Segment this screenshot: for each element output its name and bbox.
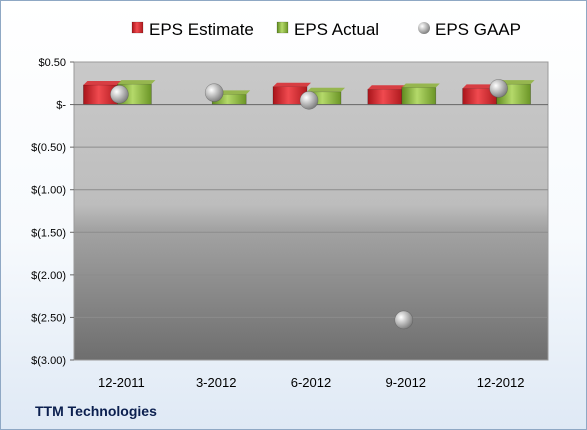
- gaap-point: [299, 91, 319, 110]
- gaap-point: [489, 79, 508, 98]
- x-axis-labels: 12-2011 3-2012 6-2012 9-2012 12-2012: [98, 375, 524, 390]
- gaap-point: [204, 83, 224, 102]
- y-axis-ticks: $0.50 $- $(0.50) $(1.00) $(1.50) $(2.00) $(2.5…: [31, 57, 74, 367]
- gaap-points: [110, 79, 508, 330]
- gaap-point: [394, 310, 414, 330]
- y-tick-label: $0.50: [38, 57, 66, 69]
- y-tick-label: $(2.50): [31, 312, 66, 324]
- legend-item: EPS GAAP: [418, 20, 521, 39]
- legend-swatch: [276, 21, 289, 34]
- gridlines: [74, 146, 548, 318]
- y-tick-label: $(2.00): [31, 270, 66, 282]
- y-tick-label: $(3.00): [31, 355, 66, 367]
- estimate-bar: [272, 82, 311, 105]
- y-tick-label: $-: [56, 100, 66, 112]
- x-tick-label: 12-2011: [98, 375, 145, 390]
- legend-item: EPS Actual: [276, 20, 379, 39]
- legend-swatch: [418, 22, 430, 34]
- y-tick-label: $(0.50): [31, 142, 66, 154]
- legend-label: EPS Estimate: [149, 20, 254, 39]
- x-tick-label: 6-2012: [291, 375, 331, 390]
- legend-item: EPS Estimate: [131, 20, 254, 39]
- legend: EPS Estimate EPS Actual EPS GAAP: [131, 20, 521, 39]
- gaap-point: [110, 85, 129, 104]
- x-tick-label: 12-2012: [477, 375, 525, 390]
- company-name: TTM Technologies: [35, 403, 157, 419]
- legend-label: EPS Actual: [294, 20, 379, 39]
- legend-label: EPS GAAP: [435, 20, 521, 39]
- x-tick-label: 9-2012: [386, 375, 426, 390]
- x-tick-label: 3-2012: [196, 375, 236, 390]
- legend-swatch: [131, 21, 144, 34]
- y-tick-label: $(1.00): [31, 185, 66, 197]
- estimate-bar: [367, 85, 406, 105]
- plot-area: [73, 61, 549, 361]
- actual-bar: [401, 83, 440, 105]
- y-tick-label: $(1.50): [31, 227, 66, 239]
